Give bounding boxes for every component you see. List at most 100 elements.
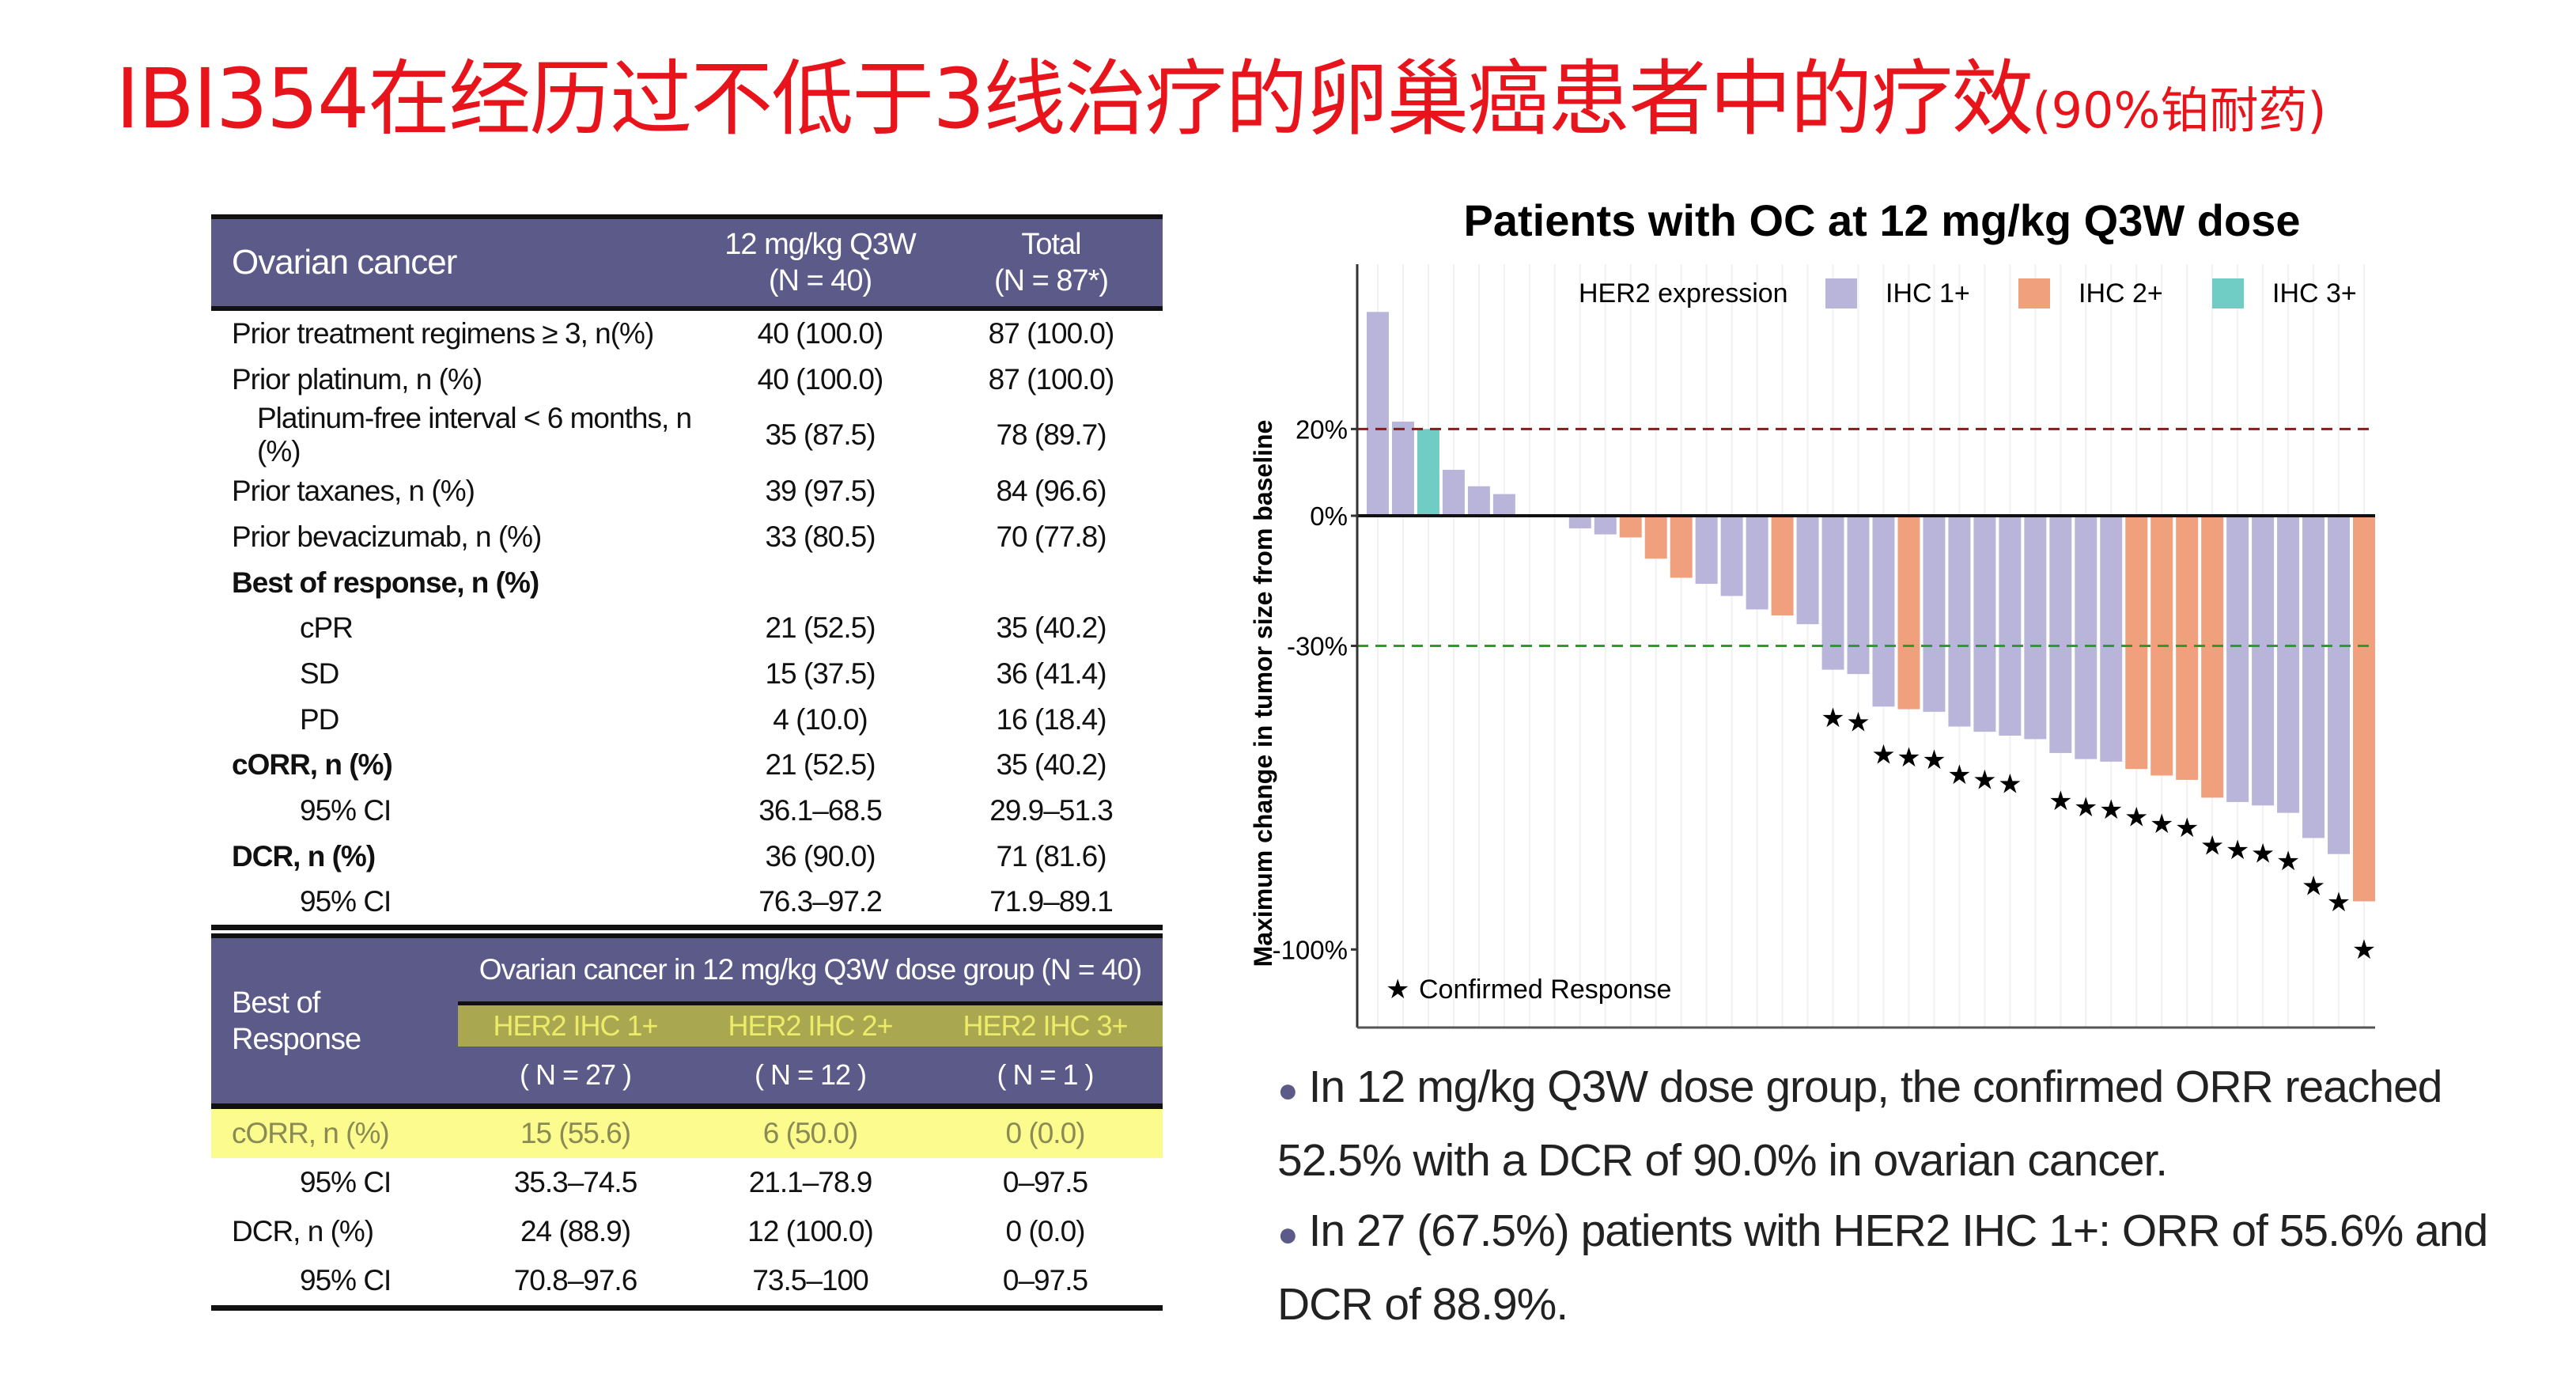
table-row: Prior treatment regimens ≥ 3, n(%) 40 (10… xyxy=(211,308,1163,357)
bar-patient-30 xyxy=(2100,516,2123,762)
row-label: Prior taxanes, n (%) xyxy=(232,475,475,508)
table-row: cPR 21 (52.5) 35 (40.2) xyxy=(211,605,1163,651)
header-n: ( N = 12 ) xyxy=(693,1047,928,1107)
dose-value: 40 (100.0) xyxy=(757,362,884,396)
bar-patient-15 xyxy=(1720,516,1743,596)
table-row: SD 15 (37.5) 36 (41.4) xyxy=(211,651,1163,697)
total-value: 70 (77.8) xyxy=(996,520,1106,553)
row-label: Prior treatment regimens ≥ 3, n(%) xyxy=(232,316,654,350)
cell-value: 15 (55.6) xyxy=(458,1106,693,1158)
dose-value: 15 (37.5) xyxy=(765,657,876,690)
bar-patient-31 xyxy=(2125,516,2148,770)
total-value: 84 (96.6) xyxy=(996,475,1106,508)
total-value: 71.9–89.1 xyxy=(989,885,1114,918)
dose-value: 33 (80.5) xyxy=(765,520,876,553)
bar-patient-23 xyxy=(1923,516,1946,712)
total-value: 71 (81.6) xyxy=(996,839,1106,872)
cell-value: 0 (0.0) xyxy=(1005,1215,1086,1247)
row-label: cORR, n (%) xyxy=(232,748,393,782)
confirmed-response-star-icon: ★ xyxy=(2048,785,2072,817)
confirmed-response-star-icon: ★ xyxy=(2124,802,2148,834)
confirmed-response-star-icon: ★ xyxy=(1922,744,1946,776)
slide-title: IBI354在经历过不低于3线治疗的卵巢癌患者中的疗效(90%铂耐药) xyxy=(115,32,2327,151)
legend-label: IHC 1+ xyxy=(1886,278,1970,308)
title-sub: (90%铂耐药) xyxy=(2032,81,2327,139)
bar-patient-5 xyxy=(1467,486,1490,517)
row-label: 95% CI xyxy=(300,1166,392,1198)
confirmed-response-star-icon: ★ xyxy=(2150,808,2173,840)
bar-patient-24 xyxy=(1948,516,1971,727)
bar-patient-19 xyxy=(1821,516,1844,670)
bar-patient-25 xyxy=(1973,516,1996,732)
row-label: 95% CI xyxy=(300,794,392,827)
bar-patient-22 xyxy=(1897,516,1920,710)
cell-value: 35.3–74.5 xyxy=(513,1166,638,1198)
bar-patient-2 xyxy=(1391,422,1414,517)
header-n: ( N = 27 ) xyxy=(458,1047,693,1107)
bar-patient-1 xyxy=(1367,312,1389,517)
header-ihc: HER2 IHC 2+ xyxy=(693,1003,928,1047)
bar-patient-6 xyxy=(1492,494,1515,517)
confirmed-response-star-icon: ★ xyxy=(1973,764,1996,796)
legend-swatch xyxy=(2212,278,2244,308)
confirmed-response-star-icon: ★ xyxy=(2327,887,2351,918)
confirmed-response-star-icon: ★ xyxy=(1947,759,1971,791)
confirmed-response-star-icon: ★ xyxy=(2175,812,2199,844)
total-value: 16 (18.4) xyxy=(996,702,1106,736)
bar-patient-16 xyxy=(1746,516,1768,610)
header-best-of-response: Best of Response xyxy=(211,936,458,1107)
total-value: 35 (40.2) xyxy=(996,611,1106,645)
table-row: Best of response, n (%) xyxy=(211,560,1163,606)
row-label: DCR, n (%) xyxy=(232,839,376,872)
legend-swatch xyxy=(1825,278,1857,308)
y-tick-label: -30% xyxy=(1287,632,1348,661)
table-row: cORR, n (%) 21 (52.5) 35 (40.2) xyxy=(211,743,1163,789)
y-tick-label: 20% xyxy=(1296,414,1348,444)
star-legend-icon: ★ xyxy=(1386,974,1409,1005)
dose-value: 40 (100.0) xyxy=(757,316,884,350)
dose-value: 4 (10.0) xyxy=(773,702,868,736)
header-dose: 12 mg/kg Q3W (N = 40) xyxy=(701,217,940,311)
bar-patient-10 xyxy=(1594,516,1617,535)
bar-patient-39 xyxy=(2328,516,2351,854)
cell-value: 70.8–97.6 xyxy=(513,1264,638,1296)
bar-patient-20 xyxy=(1847,516,1870,675)
total-value: 29.9–51.3 xyxy=(989,794,1114,827)
cell-value: 0–97.5 xyxy=(1002,1166,1088,1198)
table-row: DCR, n (%) 24 (88.9) 12 (100.0) 0 (0.0) xyxy=(211,1207,1163,1256)
table-row: Prior bevacizumab, n (%) 33 (80.5) 70 (77.… xyxy=(211,514,1163,560)
bar-patient-34 xyxy=(2201,516,2224,798)
title-main: IBI354在经历过不低于3线治疗的卵巢癌患者中的疗效 xyxy=(115,51,2033,147)
confirmed-response-star-icon: ★ xyxy=(1821,702,1844,734)
row-label: Prior bevacizumab, n (%) xyxy=(232,520,542,553)
bullet-dot-icon: ● xyxy=(1277,1215,1299,1254)
row-label: SD xyxy=(300,657,339,690)
cell-value: 0–97.5 xyxy=(1002,1264,1088,1296)
y-axis-label: Maximum change in tumor size from baseli… xyxy=(1249,420,1277,967)
total-value: 35 (40.2) xyxy=(996,748,1106,782)
bar-patient-26 xyxy=(1999,516,2022,736)
legend-title: HER2 expression xyxy=(1579,278,1788,308)
total-value: 78 (89.7) xyxy=(996,418,1106,452)
legend-label: IHC 2+ xyxy=(2079,278,2163,308)
star-legend-label: Confirmed Response xyxy=(1419,975,1671,1005)
dose-value: 39 (97.5) xyxy=(765,475,876,508)
row-label: cPR xyxy=(300,611,354,645)
bar-patient-21 xyxy=(1872,516,1895,707)
dose-value: 36 (90.0) xyxy=(765,839,876,872)
cell-value: 0 (0.0) xyxy=(928,1106,1163,1158)
row-label: PD xyxy=(300,702,339,736)
row-label: Best of response, n (%) xyxy=(232,566,539,599)
cell-value: 73.5–100 xyxy=(752,1264,868,1296)
bullet-2: ● In 27 (67.5%) patients with HER2 IHC 1+… xyxy=(1277,1206,2488,1330)
bar-patient-35 xyxy=(2226,516,2249,802)
bar-patient-40 xyxy=(2353,516,2375,902)
total-value: 87 (100.0) xyxy=(988,362,1115,396)
bar-patient-17 xyxy=(1771,516,1794,616)
header-total: Total (N = 87*) xyxy=(940,217,1163,311)
confirmed-response-star-icon: ★ xyxy=(2200,831,2224,862)
dose-value: 36.1–68.5 xyxy=(758,794,883,827)
cell-value: 12 (100.0) xyxy=(747,1215,874,1247)
table-row: Prior taxanes, n (%) 39 (97.5) 84 (96.6) xyxy=(211,468,1163,514)
